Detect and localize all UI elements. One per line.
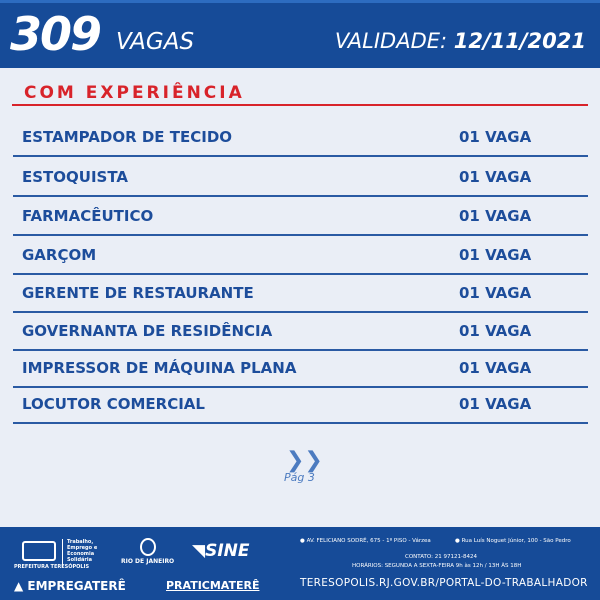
job-name: GERENTE DE RESTAURANTE: [22, 284, 254, 302]
hours: HORÁRIOS: SEGUNDA A SEXTA-FEIRA 9h às 12…: [352, 563, 522, 569]
state-seal-icon: [140, 538, 156, 556]
job-row: ESTOQUISTA 01 VAGA: [13, 159, 588, 197]
job-name: ESTOQUISTA: [22, 168, 129, 186]
validity: VALIDADE: 12/11/2021: [335, 29, 586, 53]
portal-link[interactable]: TERESOPOLIS.RJ.GOV.BR/PORTAL-DO-TRABALHA…: [300, 577, 588, 589]
empregatere-label: EMPREGATERÊ: [27, 579, 126, 593]
job-qty: 01 VAGA: [459, 359, 532, 377]
section-title: COM EXPERIÊNCIA: [24, 83, 245, 103]
job-row: FARMACÊUTICO 01 VAGA: [13, 198, 588, 236]
page-number: Pág 3: [284, 471, 315, 484]
job-name: GARÇOM: [22, 246, 97, 264]
job-row: IMPRESSOR DE MÁQUINA PLANA 01 VAGA: [13, 350, 588, 388]
address-1: ● AV. FELICIANO SODRÉ, 675 - 1º PISO - V…: [300, 538, 431, 544]
vacancy-count: 309: [10, 7, 102, 61]
address-2-text: Rua Luís Noguet Júnior, 100 - São Pedro: [461, 538, 571, 544]
sine-logo: ◥SINE: [192, 541, 250, 561]
footer: PREFEITURA TERESÓPOLIS Trabalho, Emprego…: [0, 527, 600, 600]
address-1-text: AV. FELICIANO SODRÉ, 675 - 1º PISO - Vár…: [306, 538, 431, 544]
prefeitura-crest-icon: [22, 541, 56, 561]
job-name: FARMACÊUTICO: [22, 207, 154, 225]
sine-label: SINE: [205, 541, 250, 561]
section-divider: [12, 104, 588, 106]
job-qty: 01 VAGA: [459, 207, 532, 225]
job-row: GOVERNANTA DE RESIDÊNCIA 01 VAGA: [13, 313, 588, 351]
empregatere-logo: ▲ EMPREGATERÊ: [14, 579, 126, 593]
job-qty: 01 VAGA: [459, 284, 532, 302]
job-qty: 01 VAGA: [459, 128, 532, 146]
job-qty: 01 VAGA: [459, 322, 532, 340]
double-chevron-right-icon[interactable]: ❯❯: [286, 448, 323, 473]
prefeitura-label: PREFEITURA TERESÓPOLIS: [14, 564, 90, 570]
address-2: ● Rua Luís Noguet Júnior, 100 - São Pedr…: [455, 538, 571, 544]
job-qty: 01 VAGA: [459, 168, 532, 186]
validity-label: VALIDADE:: [334, 29, 448, 53]
job-row: LOCUTOR COMERCIAL 01 VAGA: [13, 386, 588, 424]
governo-label: RIO DE JANEIRO: [121, 558, 175, 565]
job-qty: 01 VAGA: [459, 246, 532, 264]
secretaria-label: Trabalho, Emprego e Economia Solidária: [62, 539, 110, 567]
header: 309 VAGAS VALIDADE: 12/11/2021: [0, 0, 600, 68]
praticatere-logo: PRATICMATERÊ: [166, 579, 260, 592]
job-name: IMPRESSOR DE MÁQUINA PLANA: [22, 359, 297, 377]
job-row: GARÇOM 01 VAGA: [13, 237, 588, 275]
validity-date: 12/11/2021: [453, 29, 586, 53]
job-row: ESTAMPADOR DE TECIDO 01 VAGA: [13, 119, 588, 157]
vagas-label: VAGAS: [116, 29, 195, 55]
job-qty: 01 VAGA: [459, 395, 532, 413]
job-name: GOVERNANTA DE RESIDÊNCIA: [22, 322, 273, 340]
job-name: ESTAMPADOR DE TECIDO: [22, 128, 233, 146]
job-name: LOCUTOR COMERCIAL: [22, 395, 205, 413]
job-row: GERENTE DE RESTAURANTE 01 VAGA: [13, 275, 588, 313]
contact: CONTATO: 21 97121-8424: [405, 554, 477, 560]
